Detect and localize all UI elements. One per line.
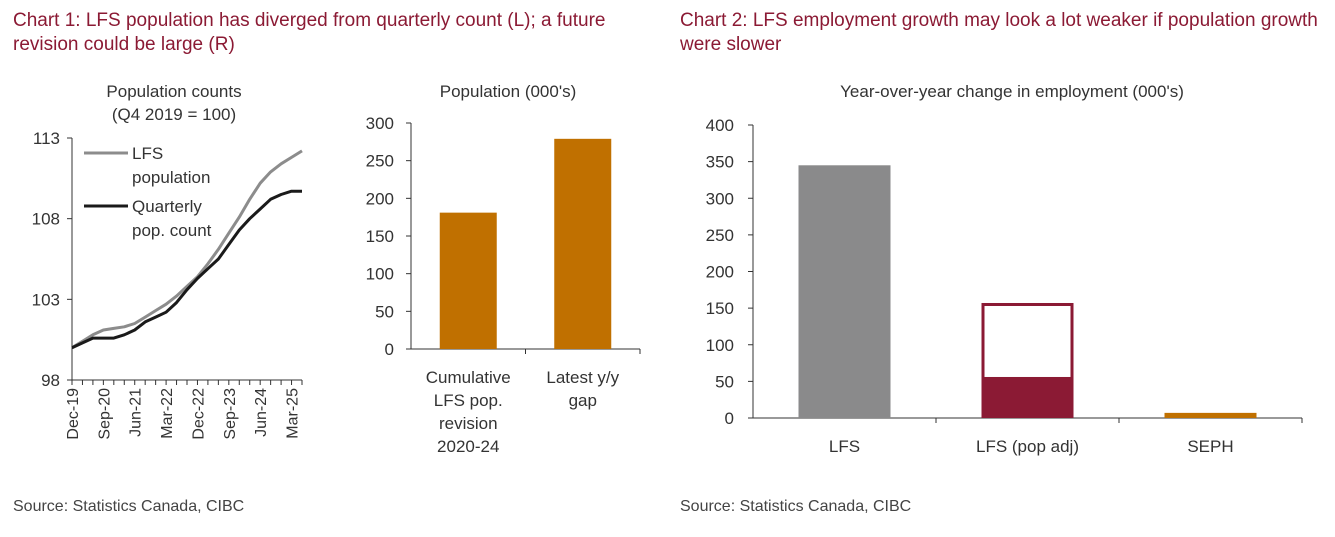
employment-chart-category-2: LFS (pop adj) xyxy=(976,437,1079,456)
employment-chart-y-tick-label: 200 xyxy=(706,263,734,282)
legend-label-quarterly-count-line-2: pop. count xyxy=(132,221,212,240)
legend-label-quarterly-count-line-1: Quarterly xyxy=(132,197,202,216)
chart1-title: Chart 1: LFS population has diverged fro… xyxy=(13,10,606,55)
line-chart-y-tick-label: 108 xyxy=(32,210,60,229)
employment-chart-category-3: SEPH xyxy=(1187,437,1233,456)
line-series-quarterly-count xyxy=(71,189,302,350)
bar-chart-title: Population (000's) xyxy=(440,82,577,101)
employment-chart-title: Year-over-year change in employment (000… xyxy=(840,82,1184,101)
line-chart-x-tick-label: Mar-25 xyxy=(285,388,302,439)
population-bar-1 xyxy=(439,212,497,349)
bar-chart-y-tick-label: 200 xyxy=(366,189,394,208)
bar-chart-category-2-line-1: Latest y/y xyxy=(546,368,619,387)
bar-chart-category-1-line-4: 2020-24 xyxy=(437,437,499,456)
bar-chart-category-1-line-2: LFS pop. xyxy=(434,391,503,410)
bar-chart-category-1-line-3: revision xyxy=(439,414,498,433)
employment-chart-y-tick-label: 100 xyxy=(706,336,734,355)
source-right: Source: Statistics Canada, CIBC xyxy=(680,498,912,515)
seph-bar xyxy=(1164,412,1257,418)
bar-chart-y-tick-label: 250 xyxy=(366,152,394,171)
source-left: Source: Statistics Canada, CIBC xyxy=(13,498,245,515)
employment-chart-y-tick-label: 150 xyxy=(706,299,734,318)
employment-chart-y-tick-label: 300 xyxy=(706,189,734,208)
employment-chart-y-tick-label: 400 xyxy=(706,116,734,135)
line-chart-x-tick-label: Dec-19 xyxy=(65,388,82,440)
legend-label-lfs-population-line-2: population xyxy=(132,168,210,187)
line-chart-x-tick-label: Sep-20 xyxy=(96,388,113,440)
employment-chart-y-tick-label: 250 xyxy=(706,226,734,245)
line-chart-x-tick-label: Jun-21 xyxy=(128,388,145,437)
bar-chart-y-tick-label: 150 xyxy=(366,227,394,246)
legend-label-lfs-population-line-1: LFS xyxy=(132,144,163,163)
population-bar-2 xyxy=(554,138,612,349)
chart2-title: Chart 2: LFS employment growth may look … xyxy=(680,10,1318,55)
lfs-pop-adj-bar xyxy=(981,376,1074,418)
line-chart-subtitle: (Q4 2019 = 100) xyxy=(112,105,236,124)
line-chart-y-tick-label: 98 xyxy=(41,371,60,390)
employment-chart-category-1: LFS xyxy=(829,437,860,456)
line-chart-x-tick-label: Sep-23 xyxy=(222,388,239,440)
bar-chart-y-tick-label: 300 xyxy=(366,114,394,133)
line-chart-title: Population counts xyxy=(106,82,241,101)
bar-chart-y-tick-label: 50 xyxy=(375,302,394,321)
bar-chart-category-2-line-2: gap xyxy=(569,391,597,410)
line-chart-x-tick-label: Dec-22 xyxy=(190,388,207,440)
lfs-pop-adj-outline-bar xyxy=(981,302,1074,418)
employment-chart-y-tick-label: 0 xyxy=(725,409,734,428)
line-series-lfs-population xyxy=(71,149,303,349)
bar-chart-y-tick-label: 0 xyxy=(385,340,394,359)
employment-chart-y-tick-label: 350 xyxy=(706,153,734,172)
lfs-bar xyxy=(798,165,891,418)
employment-chart-y-tick-label: 50 xyxy=(715,372,734,391)
bar-chart-y-tick-label: 100 xyxy=(366,265,394,284)
line-chart-x-tick-label: Mar-22 xyxy=(159,388,176,439)
line-chart-y-tick-label: 103 xyxy=(32,290,60,309)
line-chart-x-tick-label: Jun-24 xyxy=(253,388,270,437)
bar-chart-category-1-line-1: Cumulative xyxy=(426,368,511,387)
line-chart-y-tick-label: 113 xyxy=(33,129,60,148)
